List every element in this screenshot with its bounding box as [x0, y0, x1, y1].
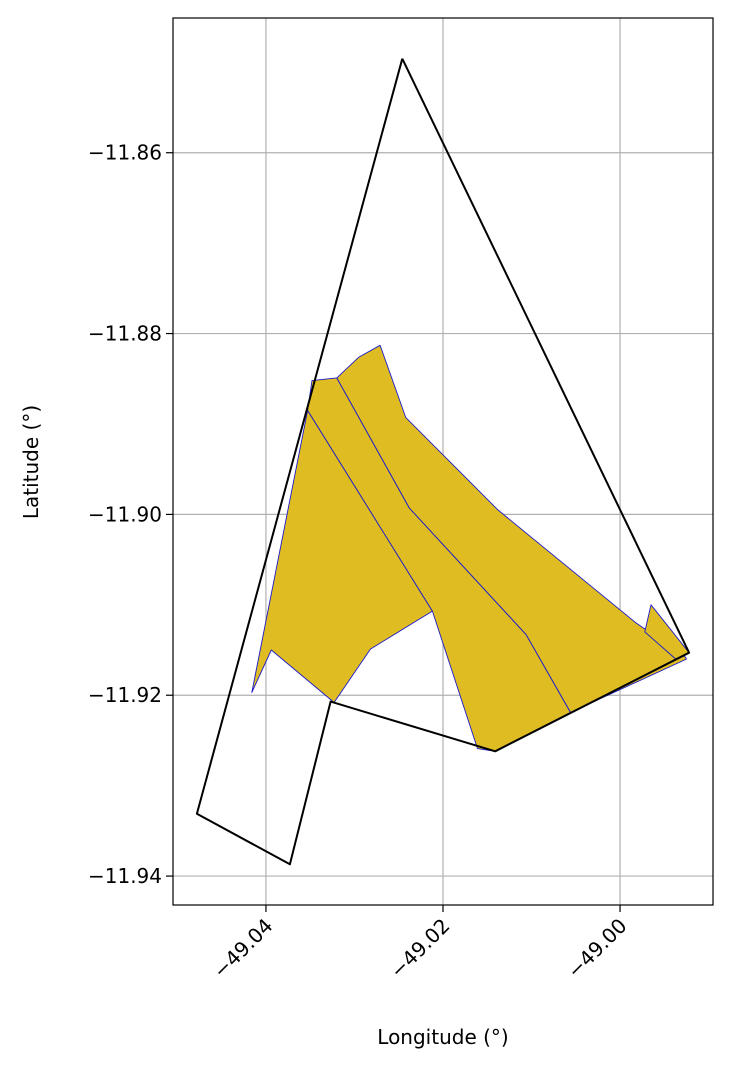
parcels [251, 344, 690, 752]
y-axis-label: Latitude (°) [19, 405, 43, 519]
x-axis-label: Longitude (°) [377, 1025, 508, 1049]
boundary-line [195, 58, 691, 866]
y-tick-label: −11.92 [88, 683, 162, 707]
y-tick-label: −11.90 [88, 502, 162, 526]
y-tick-label: −11.88 [88, 322, 162, 346]
y-tick-label: −11.86 [88, 141, 162, 165]
y-tick-label: −11.94 [88, 864, 162, 888]
y-axis-ticks: −11.86 −11.88 −11.90 −11.92 −11.94 [88, 141, 173, 888]
boundary-outline [195, 58, 691, 866]
